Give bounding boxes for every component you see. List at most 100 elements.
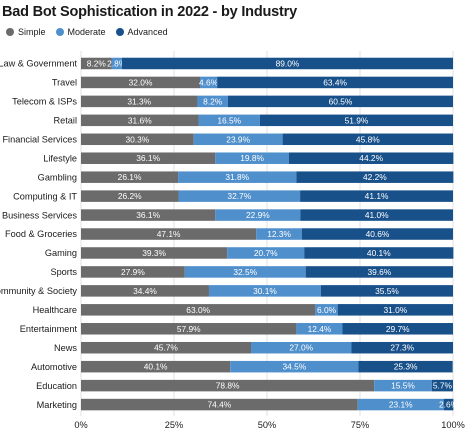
bar-segment-advanced	[227, 95, 453, 108]
bar-segment-moderate	[357, 398, 444, 411]
bar-segment-simple	[81, 171, 179, 183]
bar-segment-advanced	[288, 152, 454, 164]
data-label-advanced: 25.3%	[394, 362, 418, 372]
data-label-moderate: 30.1%	[253, 286, 277, 296]
bar-segment-simple	[81, 57, 112, 70]
legend-swatch-advanced	[115, 28, 124, 36]
bar-segment-simple	[81, 190, 179, 202]
x-tick-label: 0%	[74, 420, 87, 430]
bar-segment-advanced	[358, 360, 453, 373]
data-label-advanced: 42.2%	[363, 172, 387, 182]
bar-segment-simple	[81, 114, 199, 127]
bar-segment-advanced	[305, 266, 453, 278]
bar-segment-simple	[81, 398, 358, 411]
bar-segment-moderate	[208, 285, 321, 297]
data-label-moderate: 15.5%	[391, 381, 415, 391]
data-label-moderate: 27.0%	[289, 343, 313, 353]
bar-segment-moderate	[178, 171, 297, 183]
data-label-moderate: 8.2%	[203, 96, 223, 106]
category-label: Entertainment	[20, 324, 78, 334]
bar-segment-moderate	[215, 152, 289, 164]
legend-label-simple: Simple	[18, 27, 46, 37]
category-label: Telecom & ISPs	[12, 97, 77, 107]
x-axis-ticks: 0% 25% 50% 75% 100%	[74, 420, 464, 430]
legend-item-advanced: Advanced	[115, 27, 168, 37]
bar-segment-simple	[81, 247, 228, 259]
x-tick-label: 75%	[351, 420, 369, 430]
category-label: Community & Society	[0, 286, 77, 296]
legend-label-moderate: Moderate	[67, 27, 106, 37]
data-label-simple: 40.1%	[144, 362, 168, 372]
bar-segment-moderate	[197, 95, 228, 108]
bar-segment-advanced	[443, 398, 454, 411]
category-label: Healthcare	[33, 305, 77, 315]
data-label-advanced: 44.2%	[359, 153, 383, 163]
data-label-advanced: 51.9%	[345, 115, 369, 125]
category-labels: Law & Government Travel Telecom & ISPs Reta…	[0, 59, 77, 410]
category-label: Education	[36, 381, 77, 391]
bar-segment-moderate	[251, 341, 352, 354]
bar-segment-advanced	[121, 57, 454, 70]
data-label-simple: 30.3%	[125, 134, 149, 144]
category-label: Lifestyle	[43, 153, 77, 163]
data-label-advanced: 27.3%	[390, 343, 414, 353]
data-label-advanced: 40.6%	[366, 229, 390, 239]
bar-segment-advanced	[320, 285, 453, 297]
bar-segment-advanced	[296, 171, 454, 183]
data-label-advanced: 5.7%	[433, 381, 453, 391]
chart-title: Bad Bot Sophistication in 2022 - by Indu…	[2, 4, 297, 20]
bar-segment-simple	[81, 266, 185, 278]
bar-segment-simple	[81, 379, 375, 392]
bar-segment-advanced	[301, 228, 453, 240]
data-label-simple: 74.4%	[208, 400, 232, 410]
data-label-simple: 26.1%	[118, 172, 142, 182]
data-label-advanced: 89.0%	[276, 58, 300, 68]
data-label-moderate: 19.8%	[240, 153, 264, 163]
category-label: Sports	[50, 267, 77, 277]
bar-segment-simple	[81, 228, 257, 240]
data-label-simple: 31.6%	[128, 115, 152, 125]
data-label-moderate: 12.4%	[308, 324, 332, 334]
data-label-advanced: 41.1%	[365, 191, 389, 201]
data-label-simple: 47.1%	[157, 229, 181, 239]
data-label-moderate: 34.5%	[282, 362, 306, 372]
bar-segment-moderate	[227, 247, 305, 259]
data-label-moderate: 32.7%	[227, 191, 251, 201]
bar-segment-moderate	[215, 209, 301, 221]
data-label-advanced: 45.8%	[356, 134, 380, 144]
data-label-moderate: 4.6%	[199, 77, 219, 87]
category-label: News	[54, 343, 77, 353]
bar-segment-moderate	[178, 190, 301, 202]
data-label-simple: 39.3%	[142, 248, 166, 258]
data-label-advanced: 2.6%	[439, 400, 459, 410]
category-label: Travel	[52, 78, 77, 88]
bar-segment-simple	[81, 341, 252, 354]
data-label-simple: 34.4%	[133, 286, 157, 296]
bar-segment-advanced	[300, 190, 453, 202]
bar-segment-moderate	[230, 360, 359, 373]
legend-swatch-simple	[6, 28, 14, 36]
data-label-moderate: 32.5%	[233, 267, 257, 277]
bar-segment-moderate	[200, 76, 218, 89]
category-label: Automotive	[31, 362, 77, 372]
category-label: Gambling	[38, 172, 77, 182]
data-label-simple: 36.1%	[136, 153, 160, 163]
x-tick-label: 50%	[258, 420, 276, 430]
data-label-moderate: 23.1%	[389, 400, 413, 410]
data-label-simple: 36.1%	[136, 210, 160, 220]
bar-segment-advanced	[351, 341, 453, 354]
data-label-advanced: 29.7%	[386, 324, 410, 334]
bar-segment-simple	[81, 304, 316, 316]
bar-segment-advanced	[431, 379, 453, 392]
data-label-moderate: 2.8%	[107, 58, 127, 68]
data-label-advanced: 41.0%	[365, 210, 389, 220]
data-label-moderate: 16.5%	[217, 115, 241, 125]
bar-segment-moderate	[184, 266, 306, 278]
bar-segment-simple	[81, 323, 297, 335]
bar-segment-advanced	[282, 133, 453, 146]
data-label-advanced: 60.5%	[329, 96, 353, 106]
category-label: Food & Groceries	[5, 229, 77, 239]
bar-segment-advanced	[342, 323, 453, 335]
bar-segment-simple	[81, 285, 209, 297]
